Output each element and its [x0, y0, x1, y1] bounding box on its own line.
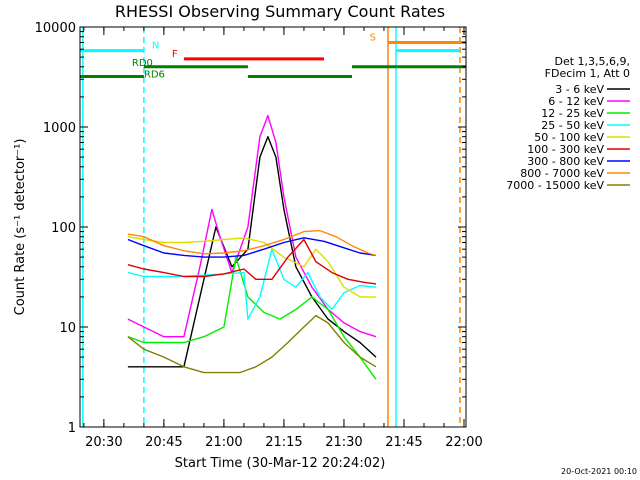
legend: Det 1,3,5,6,9,FDecim 1, Att 0 3 - 6 keV6 …: [506, 55, 630, 192]
legend-header-1: FDecim 1, Att 0: [545, 67, 630, 80]
x-tick-label-4: 21:30: [325, 435, 362, 450]
y-axis-label: Count Rate (s⁻¹ detector⁻¹): [13, 139, 28, 316]
series-line-6: [127, 237, 377, 258]
state-label-n: N: [152, 41, 159, 52]
legend-label-2: 12 - 25 keV: [541, 107, 604, 120]
series-line-0: [127, 135, 377, 368]
legend-label-0: 3 - 6 keV: [555, 83, 604, 96]
y-tick-label-3: 1000: [43, 121, 76, 136]
state-label-f: F: [172, 49, 178, 60]
y-tick-label-1: 10: [59, 321, 76, 336]
legend-label-1: 6 - 12 keV: [548, 95, 604, 108]
state-label-rd0: RD0: [132, 58, 153, 69]
x-tick-label-6: 22:00: [445, 435, 482, 450]
legend-label-5: 100 - 300 keV: [527, 143, 604, 156]
legend-label-8: 7000 - 15000 keV: [506, 179, 604, 192]
x-tick-label-1: 20:45: [145, 435, 182, 450]
x-tick-label-3: 21:15: [265, 435, 302, 450]
y-tick-label-2: 100: [51, 221, 76, 236]
series-line-7: [127, 229, 377, 257]
axis-ticks: 1 10 100 1000 10000 20:30 20:45 21:00 21:15 21:30…: [35, 21, 483, 450]
legend-label-7: 800 - 7000 keV: [520, 167, 604, 180]
x-tick-label-0: 20:30: [85, 435, 122, 450]
series-line-5: [127, 238, 377, 285]
series-line-4: [127, 236, 376, 298]
x-axis-label: Start Time (30-Mar-12 20:24:02): [175, 456, 386, 471]
series-line-3: [127, 248, 377, 320]
series-line-1: [127, 114, 377, 338]
x-tick-label-2: 21:00: [205, 435, 242, 450]
legend-label-6: 300 - 800 keV: [527, 155, 604, 168]
state-label-rd6: RD6: [144, 69, 165, 80]
legend-label-4: 50 - 100 keV: [534, 131, 604, 144]
x-tick-label-5: 21:45: [385, 435, 422, 450]
y-tick-label-4: 10000: [35, 21, 76, 36]
legend-label-3: 25 - 50 keV: [541, 119, 604, 132]
footer-timestamp: 20-Oct-2021 00:10: [561, 467, 637, 476]
series-line-8: [127, 314, 377, 374]
chart-title: RHESSI Observing Summary Count Rates: [115, 2, 445, 21]
state-label-s: S: [370, 32, 376, 43]
legend-header-0: Det 1,3,5,6,9,: [554, 55, 630, 68]
y-tick-label-0: 1: [68, 421, 76, 436]
